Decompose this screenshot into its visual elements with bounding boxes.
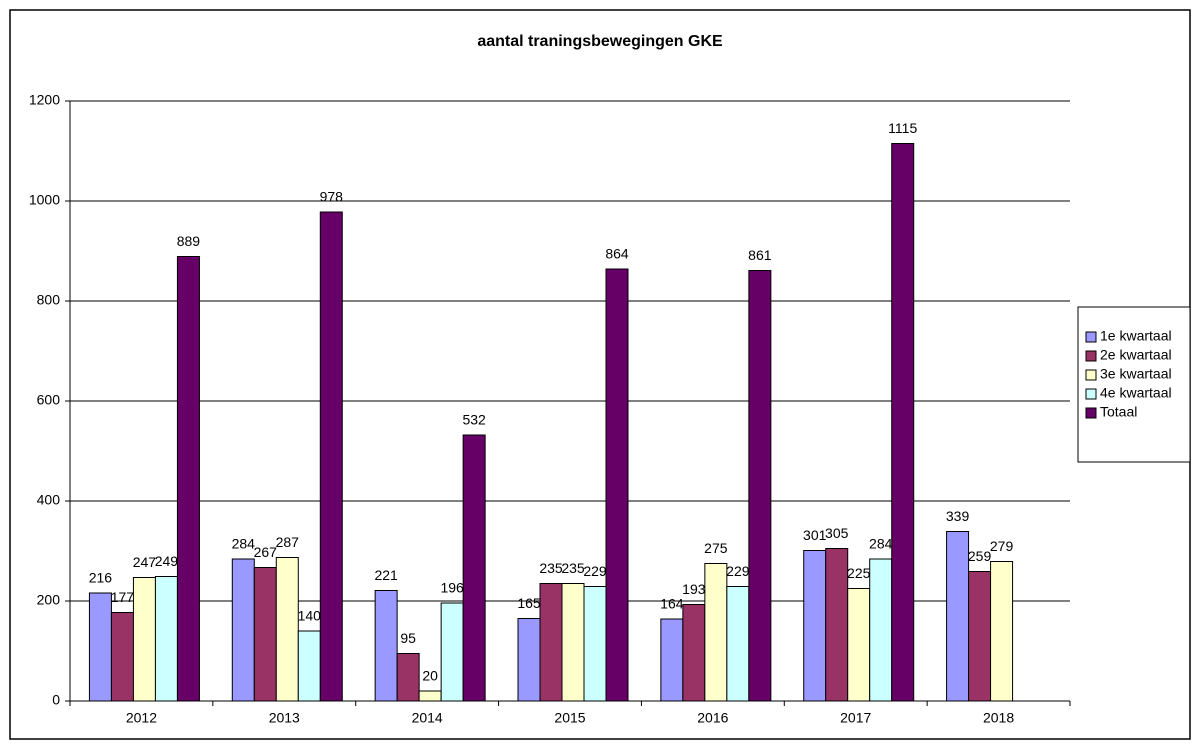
- bar: [374, 590, 398, 702]
- legend-swatch: [1085, 350, 1097, 362]
- bar: [748, 270, 772, 702]
- bar: [297, 630, 321, 702]
- legend-label: 2e kwartaal: [1100, 347, 1172, 363]
- bar: [517, 618, 541, 702]
- data-label: 225: [847, 565, 871, 581]
- data-label: 305: [825, 525, 849, 541]
- legend-swatch: [1085, 388, 1097, 400]
- bar: [660, 618, 684, 702]
- y-tick-label: 1000: [29, 192, 60, 208]
- x-tick-label: 2015: [554, 710, 585, 726]
- x-tick-label: 2016: [697, 710, 728, 726]
- data-label: 221: [374, 567, 398, 583]
- data-label: 1115: [888, 120, 917, 136]
- bar: [396, 653, 420, 702]
- y-tick-label: 1200: [29, 92, 60, 108]
- legend-swatch: [1085, 407, 1097, 419]
- bar: [539, 583, 563, 702]
- x-tick-label: 2013: [269, 710, 300, 726]
- data-label: 165: [517, 595, 541, 611]
- bar: [891, 143, 915, 702]
- bar: [682, 604, 706, 702]
- bar: [88, 592, 112, 702]
- legend-label: 1e kwartaal: [1100, 328, 1172, 344]
- data-label: 216: [89, 570, 113, 586]
- bar: [462, 434, 486, 702]
- bar: [869, 558, 893, 702]
- data-label: 978: [320, 189, 344, 205]
- data-label: 247: [133, 554, 157, 570]
- data-label: 95: [400, 630, 416, 646]
- data-label: 284: [869, 536, 893, 552]
- data-label: 229: [726, 563, 750, 579]
- data-label: 140: [298, 608, 322, 624]
- legend-swatch: [1085, 331, 1097, 343]
- data-label: 301: [803, 527, 827, 543]
- data-label: 287: [276, 534, 300, 550]
- bar: [847, 588, 871, 702]
- y-tick-label: 400: [37, 492, 61, 508]
- y-tick-label: 0: [52, 692, 60, 708]
- x-tick-label: 2018: [983, 710, 1014, 726]
- x-tick-label: 2017: [840, 710, 871, 726]
- data-label: 259: [968, 548, 992, 564]
- data-label: 196: [440, 580, 464, 596]
- bar: [154, 576, 178, 702]
- bar: [803, 550, 827, 702]
- legend-label: 4e kwartaal: [1100, 385, 1172, 401]
- y-tick-label: 200: [37, 592, 61, 608]
- x-tick-label: 2014: [412, 710, 443, 726]
- data-label: 861: [748, 247, 772, 263]
- bar: [319, 211, 343, 702]
- bar: [440, 602, 464, 702]
- data-label: 279: [990, 538, 1014, 554]
- data-label: 193: [682, 581, 706, 597]
- bar: [968, 571, 992, 702]
- legend-label: Totaal: [1100, 404, 1137, 420]
- bar: [946, 531, 970, 702]
- data-label: 229: [583, 563, 607, 579]
- bar: [583, 586, 607, 702]
- legend-label: 3e kwartaal: [1100, 366, 1172, 382]
- bar: [825, 548, 849, 702]
- chart-title: aantal traningsbewegingen GKE: [477, 33, 723, 50]
- legend-swatch: [1085, 369, 1097, 381]
- bar: [561, 583, 585, 702]
- data-label: 339: [946, 508, 970, 524]
- data-label: 275: [704, 540, 728, 556]
- data-label: 164: [660, 596, 684, 612]
- bar: [110, 612, 134, 702]
- data-label: 177: [111, 589, 135, 605]
- bar: [132, 577, 156, 702]
- y-tick-label: 600: [37, 392, 61, 408]
- data-label: 235: [561, 560, 585, 576]
- data-label: 20: [422, 668, 438, 684]
- bar: [990, 561, 1014, 702]
- bar: [726, 586, 750, 702]
- data-label: 249: [155, 553, 179, 569]
- y-tick-label: 800: [37, 292, 61, 308]
- bar: [253, 567, 277, 702]
- legend-box: [1077, 306, 1191, 463]
- bar: [418, 690, 442, 702]
- data-label: 532: [462, 412, 486, 428]
- x-tick-label: 2012: [126, 710, 157, 726]
- bar: [275, 557, 299, 702]
- data-label: 267: [254, 544, 278, 560]
- data-label: 889: [177, 233, 201, 249]
- data-label: 235: [539, 560, 563, 576]
- data-label: 284: [232, 536, 256, 552]
- bar: [605, 268, 629, 702]
- bar: [231, 558, 255, 702]
- data-label: 864: [605, 246, 629, 262]
- bar: [176, 256, 200, 702]
- bar: [704, 563, 728, 702]
